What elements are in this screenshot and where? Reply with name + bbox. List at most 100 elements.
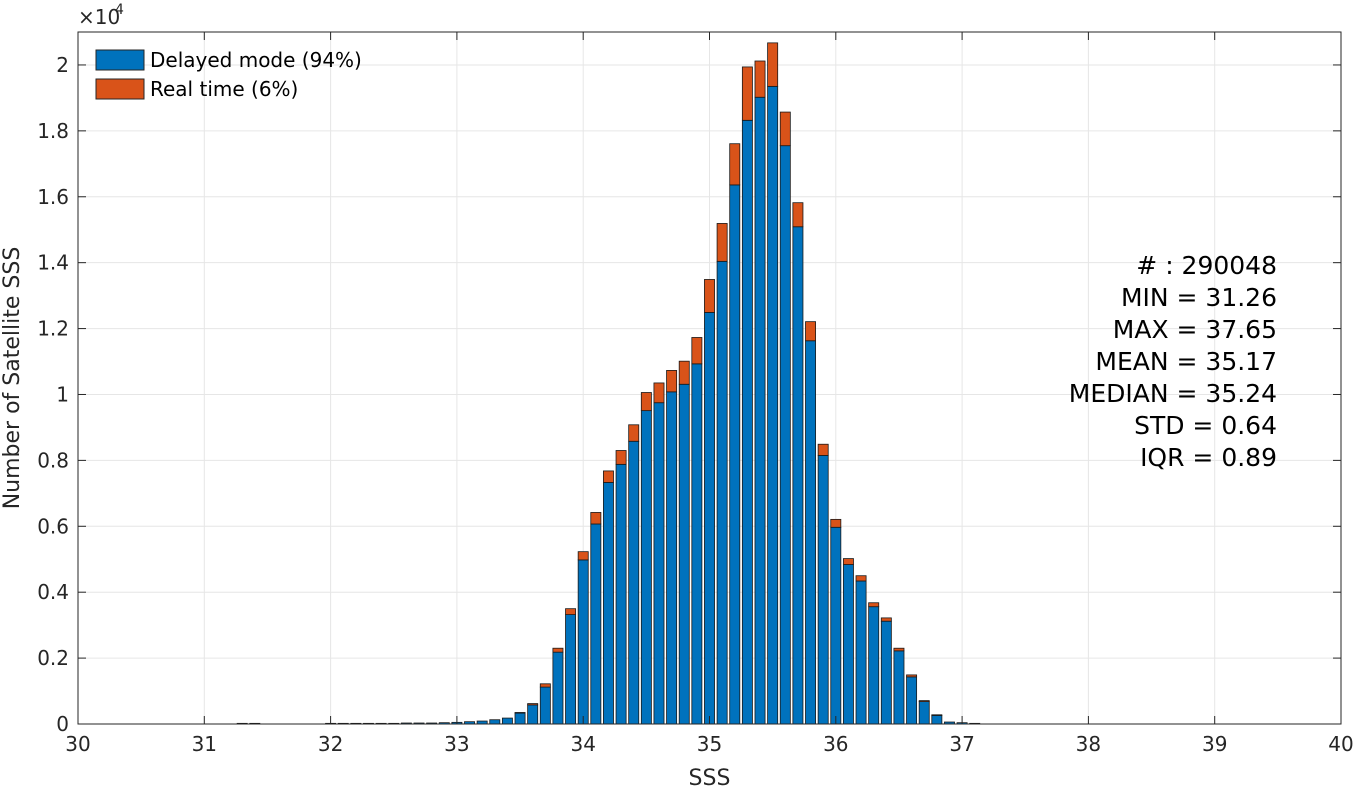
bar-delayed-mode	[805, 340, 816, 725]
y-tick-label: 1	[56, 382, 69, 406]
x-tick-label: 30	[65, 732, 90, 756]
x-tick-label: 39	[1202, 732, 1227, 756]
bar-delayed-mode	[842, 564, 854, 725]
bar-delayed-mode	[704, 312, 715, 725]
stat-std: STD = 0.64	[1134, 411, 1277, 440]
stat-min: MIN = 31.26	[1121, 283, 1277, 312]
bar-delayed-mode	[754, 96, 766, 725]
y-axis-ticks: 0 0.2 0.4 0.6 0.8 1 1.2 1.4 1.6 1.8 2	[37, 53, 1341, 736]
y-tick-label: 1.2	[37, 317, 69, 341]
x-tick-label: 33	[444, 732, 469, 756]
stat-median: MEDIAN = 35.24	[1069, 379, 1277, 408]
x-tick-label: 36	[823, 732, 848, 756]
bar-delayed-mode	[855, 580, 867, 725]
bar-real-time	[805, 321, 816, 342]
y-tick-label: 1.6	[37, 185, 69, 209]
x-axis-label: SSS	[689, 766, 731, 789]
bar-delayed-mode	[640, 410, 652, 725]
y-tick-label: 1.8	[37, 119, 69, 143]
bar-delayed-mode	[527, 704, 539, 725]
x-tick-label: 32	[318, 732, 343, 756]
bar-real-time	[880, 617, 892, 622]
bar-real-time	[577, 551, 589, 561]
bar-delayed-mode	[893, 650, 905, 725]
bar-delayed-mode	[918, 701, 930, 725]
bar-real-time	[628, 424, 640, 442]
bar-delayed-mode	[906, 676, 918, 725]
bar-real-time	[729, 143, 741, 186]
bar-real-time	[754, 60, 766, 98]
bar-delayed-mode	[817, 455, 829, 725]
bar-real-time	[830, 518, 842, 528]
bar-real-time	[678, 360, 690, 385]
x-tick-label: 38	[1076, 732, 1101, 756]
bar-delayed-mode	[741, 119, 753, 725]
bar-delayed-mode	[678, 383, 690, 725]
y-axis-label: Number of Satellite SSS	[0, 247, 25, 510]
bar-real-time	[653, 382, 665, 404]
x-tick-label: 37	[949, 732, 974, 756]
bar-delayed-mode	[514, 712, 526, 725]
bar-real-time	[716, 223, 728, 262]
y-tick-label: 0.8	[37, 448, 69, 472]
y-tick-label: 0.6	[37, 514, 69, 538]
y-tick-label: 0.4	[37, 580, 69, 604]
statistics-annotation: # : 290048 MIN = 31.26 MAX = 37.65 MEAN …	[1069, 251, 1277, 472]
bar-real-time	[640, 392, 652, 412]
x-tick-label: 40	[1328, 732, 1353, 756]
x-tick-label: 34	[570, 732, 595, 756]
y-tick-label: 1.4	[37, 251, 69, 275]
bar-real-time	[741, 66, 753, 121]
bar-real-time	[767, 42, 779, 87]
bar-real-time	[842, 558, 854, 565]
bar-delayed-mode	[792, 226, 804, 725]
bar-real-time	[918, 700, 930, 702]
bar-delayed-mode	[691, 363, 703, 725]
x-tick-label: 35	[697, 732, 722, 756]
bar-delayed-mode	[615, 463, 627, 725]
bar-delayed-mode	[628, 440, 640, 725]
legend: Delayed mode (94%) Real time (6%)	[95, 48, 362, 101]
y-tick-label: 0.2	[37, 646, 69, 670]
bar-delayed-mode	[729, 184, 741, 725]
bar-real-time	[779, 111, 791, 147]
bar-real-time	[893, 647, 905, 652]
bar-real-time	[691, 337, 703, 365]
y-exponent-base: ×10	[78, 5, 120, 29]
legend-swatch-real-time	[95, 78, 145, 100]
bar-delayed-mode	[868, 606, 880, 725]
bar-delayed-mode	[565, 614, 577, 725]
bar-real-time	[666, 370, 678, 393]
bar-delayed-mode	[590, 523, 602, 725]
bar-delayed-mode	[489, 719, 501, 725]
bar-delayed-mode	[931, 715, 943, 725]
y-tick-label: 0	[56, 712, 69, 736]
bar-delayed-mode	[880, 620, 892, 725]
bar-delayed-mode	[577, 559, 589, 725]
bar-delayed-mode	[501, 717, 513, 725]
bar-delayed-mode	[552, 651, 564, 725]
x-axis-ticks: 30 31 32 33 34 35 36 37 38 39 40	[65, 32, 1354, 756]
bar-real-time	[817, 443, 829, 456]
bar-real-time	[603, 470, 614, 483]
legend-swatch-delayed-mode	[95, 49, 145, 71]
bar-delayed-mode	[539, 686, 551, 725]
y-tick-label: 2	[56, 53, 69, 77]
bar-real-time	[868, 602, 880, 608]
bar-real-time	[565, 608, 577, 615]
bar-real-time	[792, 202, 804, 228]
legend-label-delayed-mode: Delayed mode (94%)	[150, 48, 362, 72]
x-tick-label: 31	[192, 732, 217, 756]
bar-delayed-mode	[603, 482, 614, 725]
legend-label-real-time: Real time (6%)	[150, 77, 298, 101]
bar-real-time	[855, 575, 867, 582]
bar-real-time	[552, 647, 564, 653]
bar-real-time	[931, 714, 943, 716]
stat-max: MAX = 37.65	[1113, 315, 1277, 344]
bar-real-time	[527, 703, 539, 706]
y-axis-exponent: ×10 4	[78, 2, 124, 29]
stat-count: # : 290048	[1136, 251, 1277, 280]
bar-delayed-mode	[779, 145, 791, 725]
stat-mean: MEAN = 35.17	[1095, 347, 1277, 376]
